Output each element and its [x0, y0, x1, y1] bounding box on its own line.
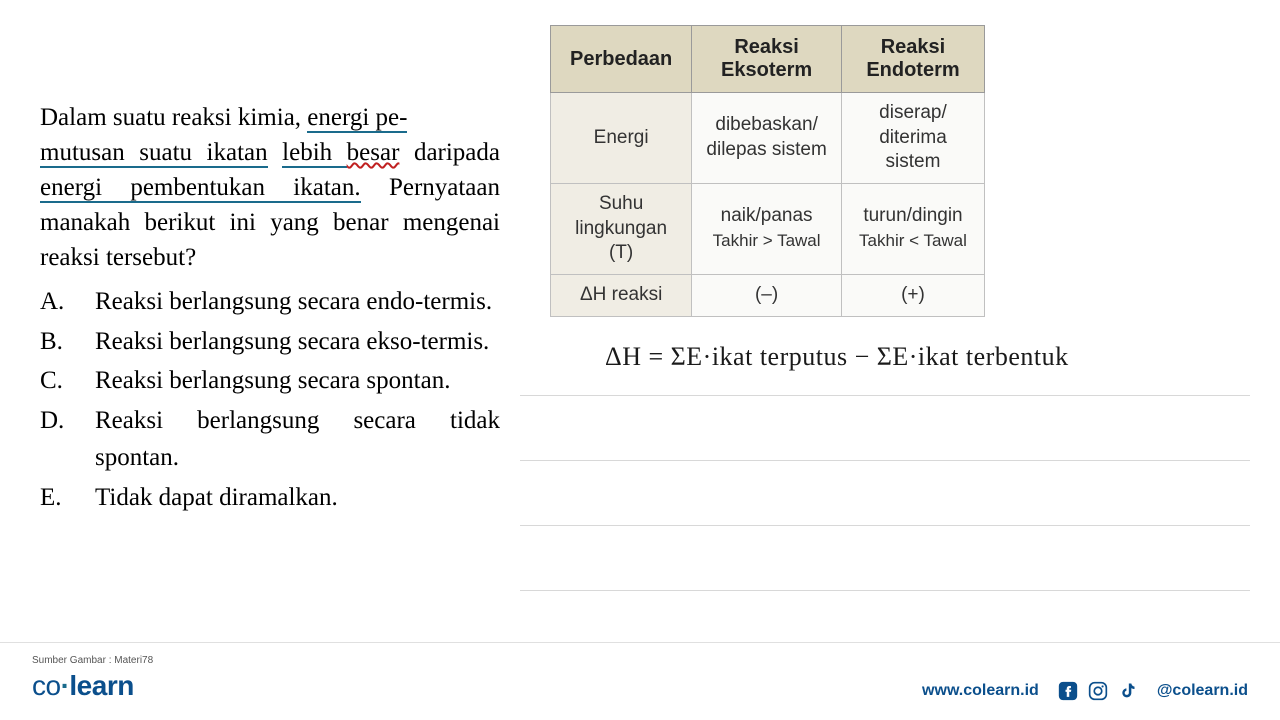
q-underline-1: energi pe- [307, 104, 407, 133]
footer-left: Sumber Gambar : Materi78 co·learn [32, 643, 153, 702]
cell: (–) [692, 275, 842, 317]
q-sp [268, 139, 283, 166]
q-underline-3: lebih [282, 139, 347, 168]
option-letter: B. [40, 323, 95, 361]
handwritten-formula: ΔH = ΣE·ikat terputus − ΣE·ikat terbentu… [605, 342, 1280, 372]
footer-right: www.colearn.id @colearn.id [922, 662, 1248, 702]
cell: (+) [841, 275, 984, 317]
cell-main: naik/panas [721, 205, 813, 226]
website-url: www.colearn.id [922, 682, 1039, 700]
option-text: Reaksi berlangsung secara spontan. [95, 362, 500, 400]
option-a: A. Reaksi berlangsung secara endo-termis… [40, 283, 500, 321]
cell-main: turun/dingin [863, 205, 962, 226]
option-text: Reaksi berlangsung secara ekso-termis. [95, 323, 500, 361]
social-handle: @colearn.id [1157, 682, 1248, 700]
cell: dibebaskan/ dilepas sistem [692, 93, 842, 184]
th-perbedaan: Perbedaan [551, 26, 692, 93]
q-red-wavy: besar [347, 139, 400, 166]
logo-co: co [32, 670, 61, 701]
th-eksoterm: Reaksi Eksoterm [692, 26, 842, 93]
colearn-logo: co·learn [32, 670, 153, 702]
cell: diserap/ diterima sistem [841, 93, 984, 184]
instagram-icon [1087, 680, 1109, 702]
row-label: ΔH reaksi [551, 275, 692, 317]
option-text: Tidak dapat diramalkan. [95, 479, 500, 517]
option-text: Reaksi berlangsung secara tidak spontan. [95, 402, 500, 477]
cell-sub: Takhir > Tawal [713, 231, 821, 250]
option-b: B. Reaksi berlangsung secara ekso-termis… [40, 323, 500, 361]
row-label: Suhu lingkungan (T) [551, 184, 692, 275]
option-text: Reaksi berlangsung secara endo-termis. [95, 283, 500, 321]
image-source-text: Sumber Gambar : Materi78 [32, 655, 153, 666]
table-row: Suhu lingkungan (T) naik/panas Takhir > … [551, 184, 985, 275]
explanation-column: Perbedaan Reaksi Eksoterm Reaksi Endoter… [520, 0, 1280, 720]
option-c: C. Reaksi berlangsung secara spontan. [40, 362, 500, 400]
logo-learn: learn [69, 670, 133, 701]
option-e: E. Tidak dapat diramalkan. [40, 479, 500, 517]
question-column: Dalam suatu reaksi kimia, energi pe- mut… [0, 0, 520, 720]
tiktok-icon [1117, 680, 1139, 702]
facebook-icon [1057, 680, 1079, 702]
question-paragraph: Dalam suatu reaksi kimia, energi pe- mut… [40, 100, 500, 275]
table-row: ΔH reaksi (–) (+) [551, 275, 985, 317]
cell-sub: Takhir < Tawal [859, 231, 967, 250]
q-text2: daripada [399, 139, 500, 166]
option-letter: C. [40, 362, 95, 400]
options-list: A. Reaksi berlangsung secara endo-termis… [40, 283, 500, 516]
option-letter: E. [40, 479, 95, 517]
option-d: D. Reaksi berlangsung secara tidak spont… [40, 402, 500, 477]
social-icons [1057, 680, 1139, 702]
option-letter: D. [40, 402, 95, 477]
ruled-lines [520, 395, 1250, 655]
footer: Sumber Gambar : Materi78 co·learn www.co… [0, 642, 1280, 702]
comparison-table: Perbedaan Reaksi Eksoterm Reaksi Endoter… [550, 25, 985, 317]
row-label: Energi [551, 93, 692, 184]
cell: naik/panas Takhir > Tawal [692, 184, 842, 275]
cell: turun/dingin Takhir < Tawal [841, 184, 984, 275]
option-letter: A. [40, 283, 95, 321]
table-row: Energi dibebaskan/ dilepas sistem disera… [551, 93, 985, 184]
th-endoterm: Reaksi Endoterm [841, 26, 984, 93]
q-underline-2: mutusan suatu ikatan [40, 139, 268, 168]
q-text: Dalam suatu reaksi kimia, [40, 104, 307, 131]
q-underline-4: energi pembentukan ikatan. [40, 174, 361, 203]
